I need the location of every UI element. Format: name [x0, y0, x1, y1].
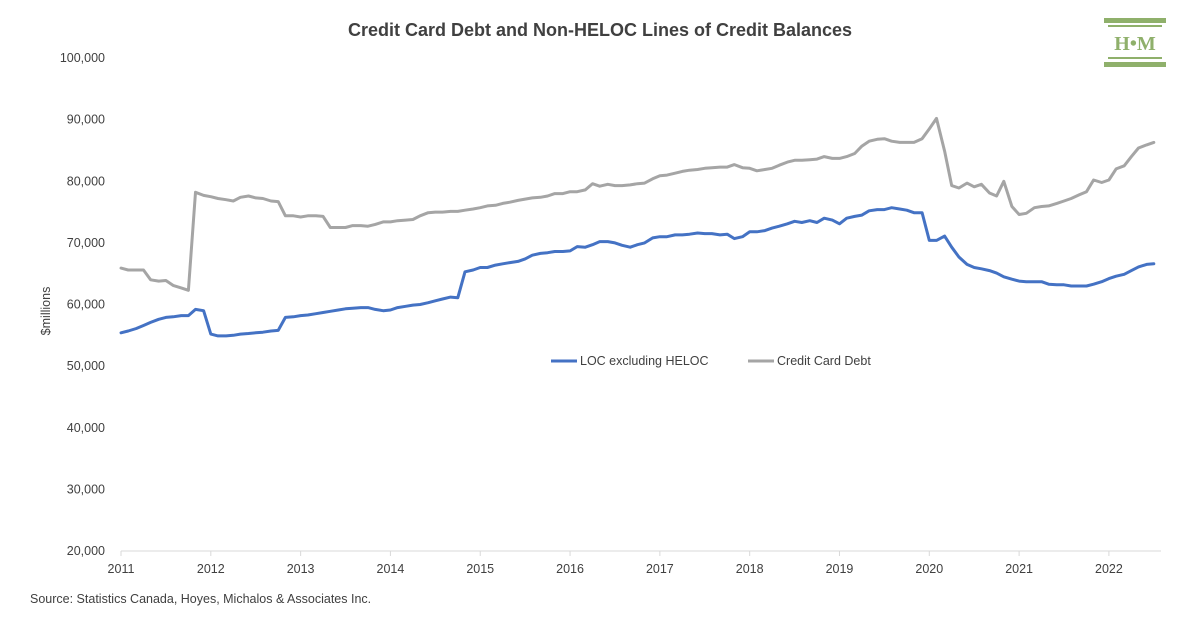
x-tick-label: 2011	[108, 562, 135, 576]
legend: LOC excluding HELOC Credit Card Debt	[551, 354, 871, 368]
x-tick-label: 2015	[466, 562, 494, 576]
legend-label: Credit Card Debt	[777, 354, 871, 368]
y-axis-ticks: 20,000 30,000 40,000 50,000 60,000 70,000 80,0…	[60, 51, 105, 558]
logo-bottom-bar	[1104, 62, 1166, 67]
x-tick-label: 2016	[556, 562, 584, 576]
series-layer	[119, 116, 1156, 338]
x-tick-label: 2017	[646, 562, 674, 576]
y-tick-label: 70,000	[67, 236, 105, 250]
y-tick-label: 50,000	[67, 359, 105, 373]
x-axis-ticks: 2011 2012 2013 2014 2015 2016 2017 2018 2019 2020…	[108, 551, 1123, 576]
logo-top-bar-thin	[1108, 25, 1162, 27]
x-tick-label: 2019	[826, 562, 854, 576]
series-line-loc-excluding-heloc	[119, 206, 1156, 338]
x-tick-label: 2013	[287, 562, 315, 576]
y-tick-label: 80,000	[67, 174, 105, 188]
logo-text: H•M	[1114, 33, 1156, 55]
x-tick-label: 2022	[1095, 562, 1123, 576]
y-tick-label: 60,000	[67, 298, 105, 312]
y-tick-label: 30,000	[67, 482, 105, 496]
logo-top-bar	[1104, 18, 1166, 23]
chart-title: Credit Card Debt and Non-HELOC Lines of …	[348, 20, 852, 40]
source-note: Source: Statistics Canada, Hoyes, Michal…	[30, 592, 372, 606]
y-axis-label: $millions	[39, 287, 53, 336]
logo-bottom-bar-thin	[1108, 57, 1162, 59]
series-line-credit-card-debt	[119, 116, 1156, 292]
x-tick-label: 2014	[377, 562, 405, 576]
y-tick-label: 40,000	[67, 421, 105, 435]
y-tick-label: 90,000	[67, 113, 105, 127]
x-tick-label: 2020	[915, 562, 943, 576]
x-tick-label: 2012	[197, 562, 225, 576]
y-tick-label: 20,000	[67, 544, 105, 558]
hm-logo: H•M	[1104, 16, 1166, 70]
x-tick-label: 2018	[736, 562, 764, 576]
y-tick-label: 100,000	[60, 51, 105, 65]
legend-label: LOC excluding HELOC	[580, 354, 709, 368]
x-tick-label: 2021	[1005, 562, 1033, 576]
